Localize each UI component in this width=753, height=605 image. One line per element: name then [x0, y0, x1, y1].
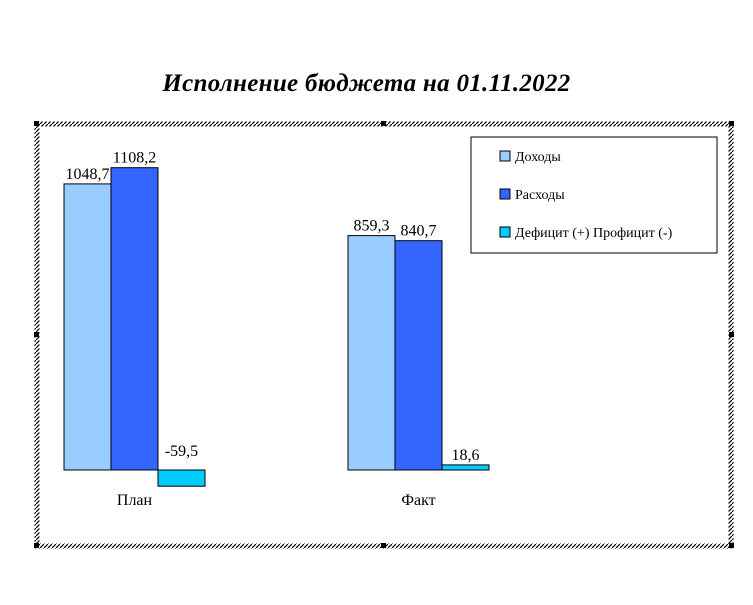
bar-2-1: [110, 167, 159, 471]
chart-selection-frame: [34, 121, 734, 549]
legend: Доходы Расходы Дефицит (+) Профицит (-): [470, 136, 718, 254]
legend-swatch: [499, 150, 511, 162]
bar-1-1: [63, 183, 112, 471]
data-label-3-2: 18,6: [452, 447, 480, 464]
legend-label: Расходы: [515, 188, 565, 203]
data-label-1-1: 1048,7: [66, 166, 110, 183]
bar-3-1: [157, 469, 206, 487]
data-label-2-2: 840,7: [401, 223, 437, 240]
chart-title: Исполнение бюджета на 01.11.2022: [162, 70, 571, 97]
bar-2-2: [394, 240, 443, 471]
data-label-2-1: 1108,2: [113, 150, 156, 167]
legend-label: Дефицит (+) Профицит (-): [515, 226, 673, 241]
legend-swatch: [499, 226, 511, 238]
bar-3-2: [441, 464, 490, 471]
legend-label: Доходы: [515, 150, 561, 165]
category-label: План: [117, 492, 153, 509]
category-label: Факт: [401, 492, 435, 509]
data-label-3-1: -59,5: [165, 443, 198, 460]
bar-1-2: [347, 235, 396, 471]
legend-swatch: [499, 188, 511, 200]
data-label-1-2: 859,3: [354, 218, 390, 235]
